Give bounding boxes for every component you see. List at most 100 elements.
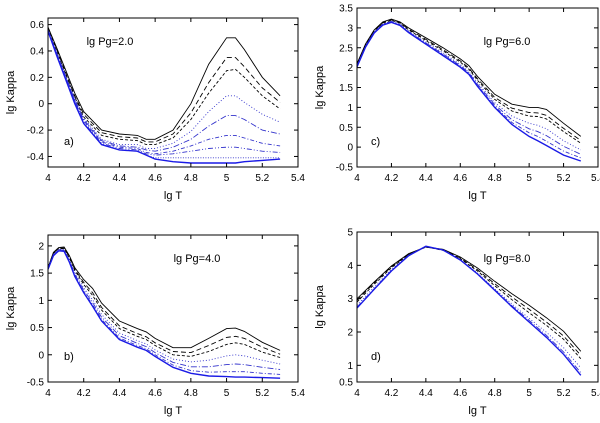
pressure-annotation: lg Pg=2.0 [87, 36, 134, 48]
x-tick-label: 4.8 [184, 388, 198, 399]
series-line-4 [357, 246, 582, 369]
series-line-3 [357, 246, 582, 359]
y-tick-label: 1 [38, 296, 44, 307]
y-tick-label: 0.5 [339, 378, 353, 389]
series-line-4 [48, 248, 281, 365]
x-tick-label: 5.2 [255, 173, 269, 184]
y-tick-label: 1 [347, 103, 353, 114]
y-tick-label: 0.4 [30, 46, 44, 57]
x-tick-label: 5.2 [557, 388, 571, 399]
x-tick-label: 4.2 [384, 388, 398, 399]
x-tick-label: 4 [354, 388, 360, 399]
y-tick-label: 0.6 [30, 20, 44, 31]
series-line-6 [48, 249, 281, 375]
panel-label: c) [371, 136, 380, 148]
x-tick-label: 5 [224, 388, 230, 399]
series-line-9 [48, 30, 281, 164]
panel-label: b) [64, 351, 74, 363]
x-tick-label: 4.6 [453, 173, 467, 184]
y-tick-label: 0.2 [30, 73, 44, 84]
x-tick-label: 4.2 [384, 173, 398, 184]
y-tick-label: 3 [347, 294, 353, 305]
y-tick-label: 5 [347, 228, 353, 239]
series-line-3 [357, 19, 582, 144]
series-line-2 [48, 27, 281, 143]
pressure-annotation: lg Pg=6.0 [484, 36, 531, 48]
y-tick-label: 0 [38, 350, 44, 361]
x-tick-label: 5 [526, 388, 532, 399]
x-tick-label: 5.2 [557, 173, 571, 184]
y-tick-label: 1 [347, 361, 353, 372]
y-tick-label: 3.5 [339, 4, 353, 15]
x-tick-label: 4 [45, 388, 51, 399]
series-line-1 [357, 246, 582, 352]
series-line-3 [48, 248, 281, 358]
series-line-6 [48, 29, 281, 155]
x-tick-label: 5.4 [591, 388, 600, 399]
x-tick-label: 5 [526, 173, 532, 184]
series-line-5 [48, 29, 281, 152]
chart-panel-c: 4 4.2 4.4 4.6 4.8 5 5.2 5.4 3.5 3 2.5 2 1.5 1 0.5 0 -0.5… [314, 4, 600, 203]
x-tick-label: 4.6 [148, 173, 162, 184]
plot-frame [47, 234, 299, 383]
series-line-6 [357, 245, 582, 376]
y-tick-label: -0.5 [336, 163, 354, 174]
x-tick-label: 4.4 [112, 388, 126, 399]
pressure-annotation: lg Pg=8.0 [484, 253, 531, 265]
x-tick-label: 5.2 [255, 388, 269, 399]
pressure-annotation: lg Pg=4.0 [174, 253, 221, 265]
series-line-5 [48, 249, 281, 370]
panel-label: a) [64, 136, 74, 148]
series-line-6 [357, 21, 581, 159]
series-line-1 [48, 246, 281, 351]
x-tick-label: 4.6 [148, 388, 162, 399]
series-line-5 [357, 21, 581, 155]
series-line-1 [357, 18, 582, 137]
x-tick-label: 4.8 [184, 173, 198, 184]
y-tick-label: -0.4 [27, 152, 45, 163]
y-tick-label: 0 [347, 143, 353, 154]
series-line-7 [48, 31, 281, 156]
y-axis-label: lg Kappa [5, 286, 17, 330]
x-tick-label: 4.8 [488, 173, 502, 184]
x-tick-label: 4.2 [77, 388, 91, 399]
series-line-1 [48, 27, 281, 140]
y-tick-label: 2 [347, 63, 353, 74]
y-tick-label: 3 [347, 23, 353, 34]
x-tick-label: 5 [224, 173, 230, 184]
chart-panel-a: 4 4.2 4.4 4.6 4.8 5 5.2 5.4 0.6 0.4 0.2 0 -0.2 -0.4 lg… [5, 17, 305, 202]
y-axis-label: lg Kappa [314, 284, 326, 328]
x-tick-label: 4.4 [419, 173, 433, 184]
panel-label: d) [371, 351, 381, 363]
series-line-4 [357, 20, 582, 151]
plot-frame [356, 231, 599, 383]
y-tick-label: 2 [347, 328, 353, 339]
x-tick-label: 4 [354, 173, 360, 184]
y-tick-label: 2 [38, 241, 44, 252]
x-axis-label: lg T [164, 190, 182, 202]
x-tick-label: 5.4 [591, 173, 600, 184]
plot-frame [356, 7, 599, 168]
x-axis-label: lg T [468, 405, 486, 417]
chart-panel-b: 4 4.2 4.4 4.6 4.8 5 5.2 5.4 2 1.5 1 0.5 0 -0.5 lg T lg … [5, 234, 305, 417]
series-line-7 [357, 21, 582, 162]
y-tick-label: -0.5 [27, 378, 45, 389]
x-tick-label: 4.6 [453, 388, 467, 399]
plot-frame [47, 17, 299, 168]
x-tick-label: 5.4 [291, 388, 305, 399]
x-tick-label: 4.2 [77, 173, 91, 184]
x-tick-label: 4.8 [488, 388, 502, 399]
y-tick-label: 1.5 [339, 83, 353, 94]
series-line-2 [357, 246, 582, 356]
x-axis-label: lg T [468, 190, 486, 202]
y-tick-label: 2.5 [339, 43, 353, 54]
x-tick-label: 4 [45, 173, 51, 184]
y-tick-label: 0 [38, 99, 44, 110]
y-tick-label: 0.5 [339, 123, 353, 134]
y-tick-label: 1.5 [30, 269, 44, 280]
series-line-4 [48, 29, 281, 149]
y-tick-label: -0.2 [27, 126, 45, 137]
y-axis-label: lg Kappa [5, 70, 17, 114]
series-line-3 [48, 28, 281, 146]
